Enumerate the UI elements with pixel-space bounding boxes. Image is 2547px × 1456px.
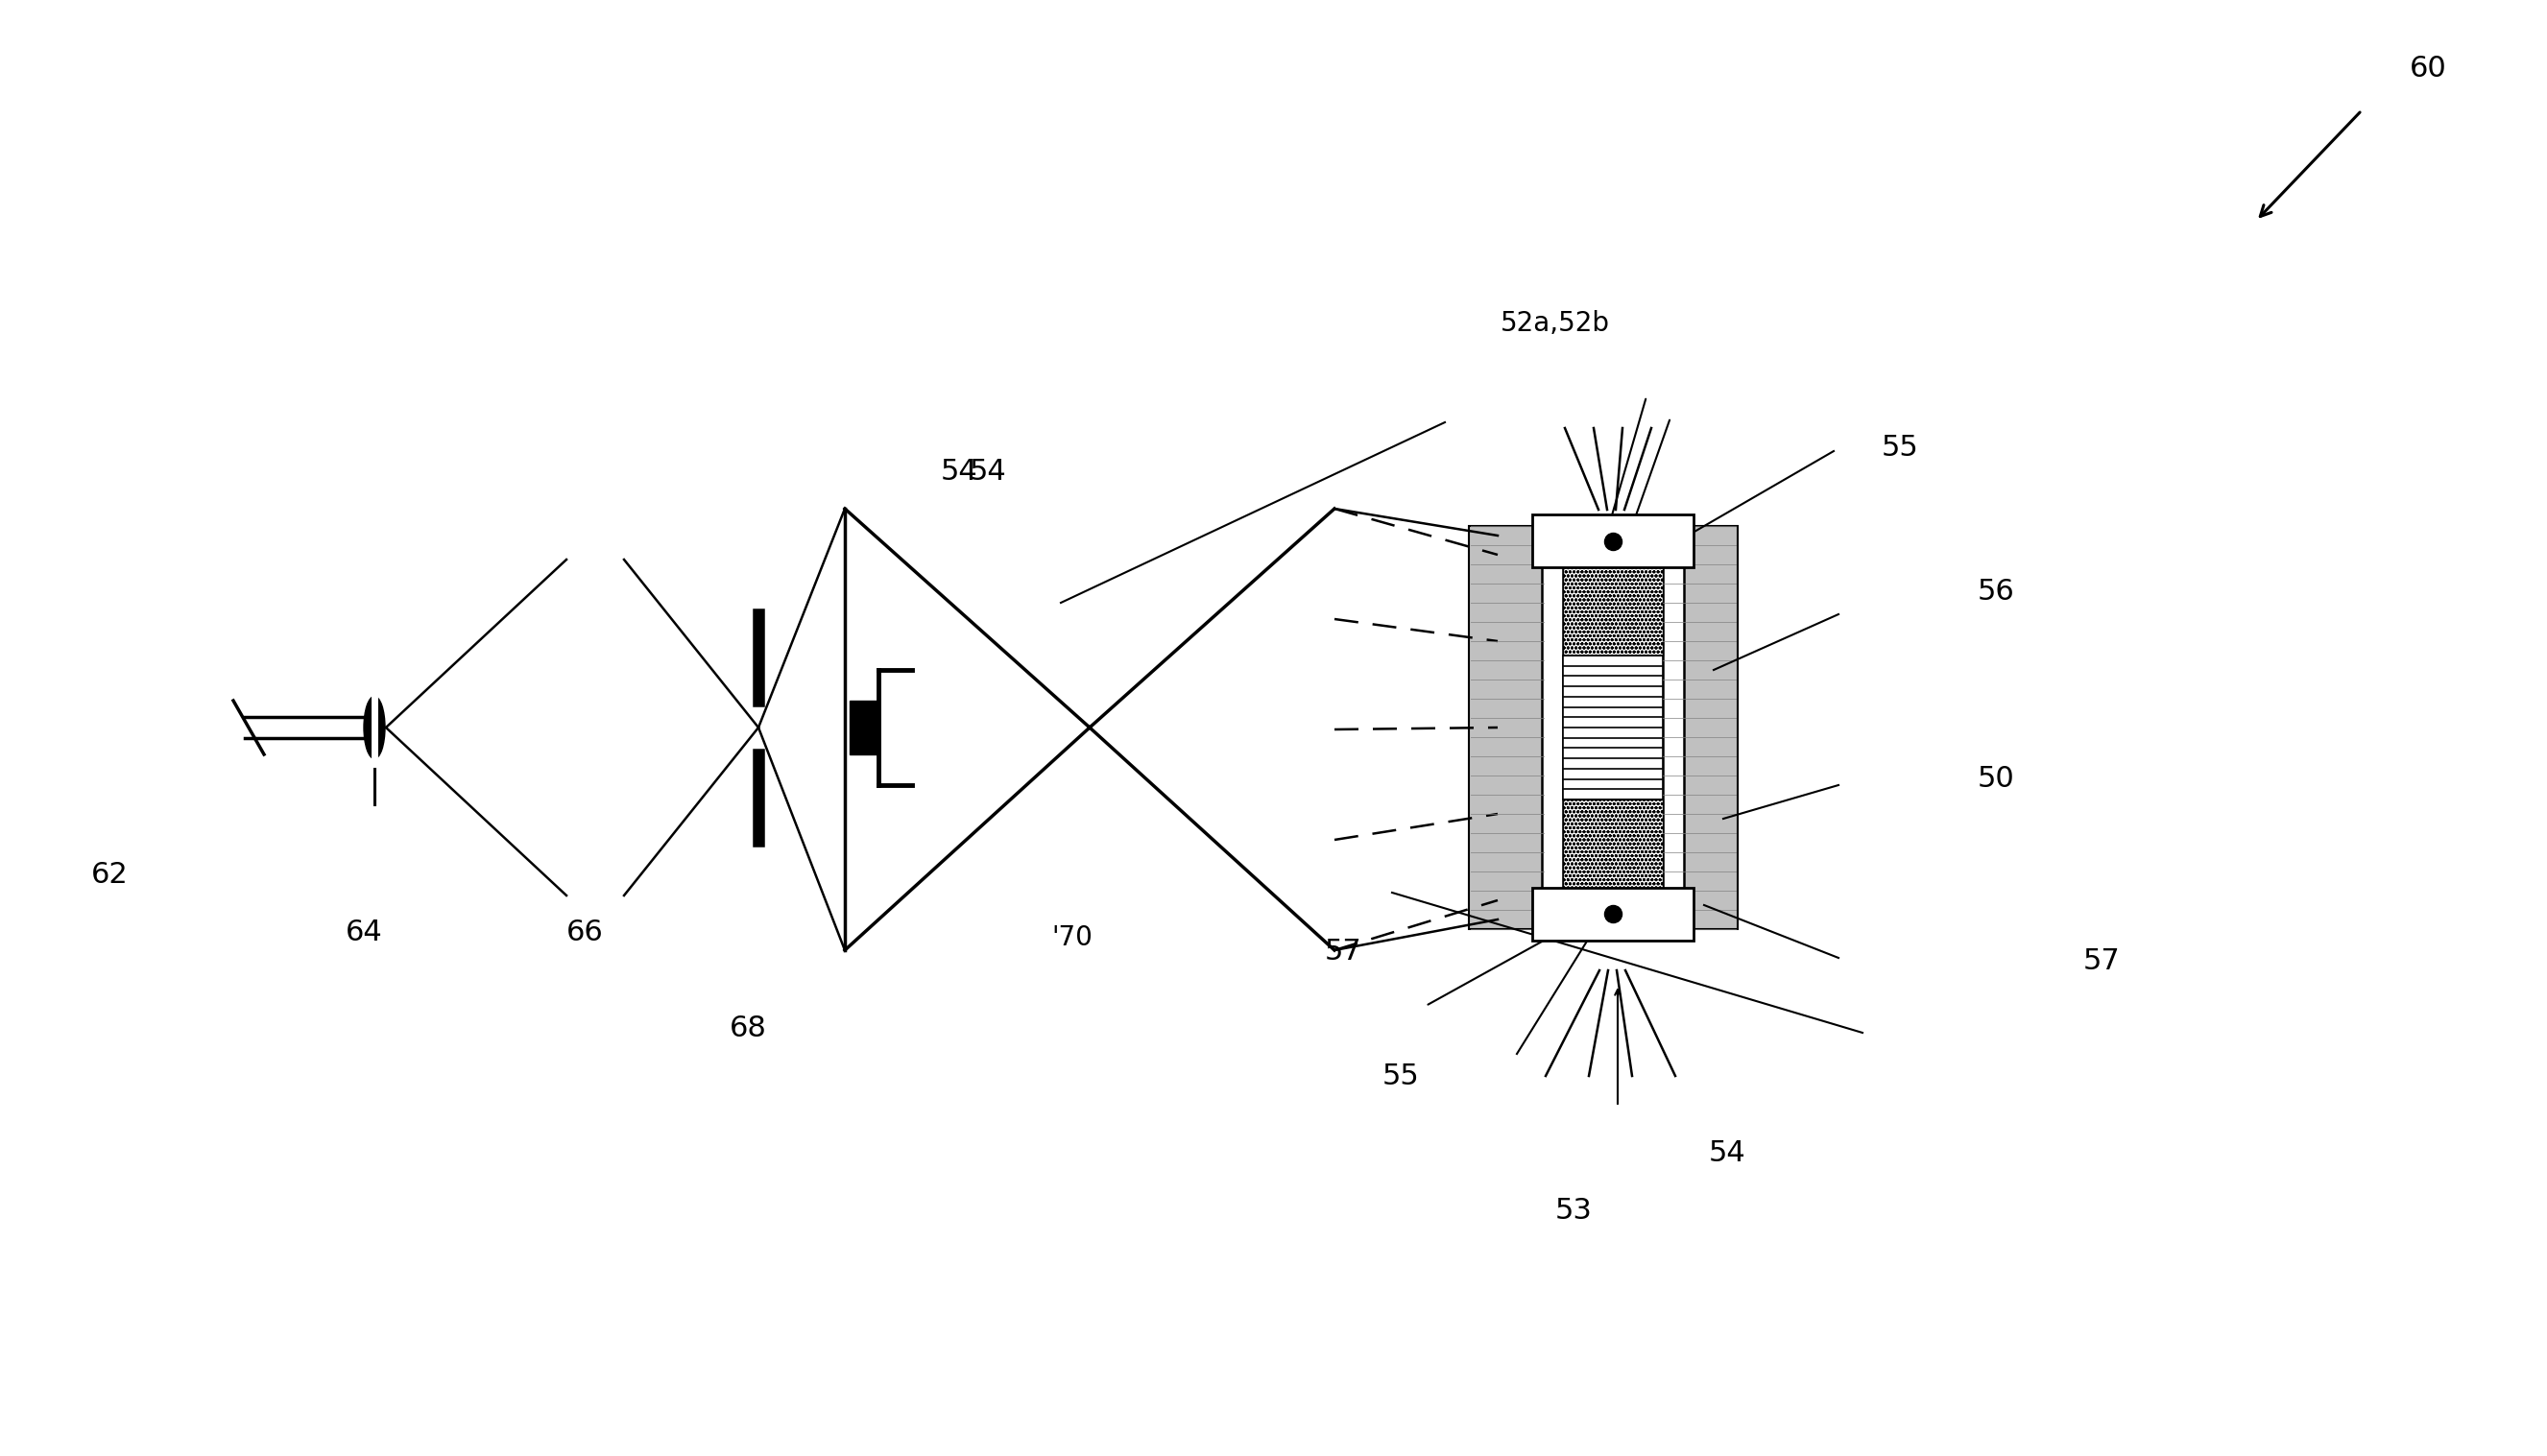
- Bar: [1564, 655, 1663, 799]
- Bar: [1541, 526, 1564, 929]
- Bar: [1533, 888, 1694, 941]
- Bar: [1541, 526, 1684, 565]
- Text: 64: 64: [346, 919, 382, 946]
- Text: 52a,52b: 52a,52b: [1500, 310, 1610, 336]
- Bar: [1663, 526, 1684, 929]
- Bar: [1541, 891, 1684, 929]
- Bar: [851, 700, 879, 754]
- Text: 54: 54: [970, 457, 1006, 486]
- Text: 68: 68: [728, 1015, 767, 1042]
- Text: 56: 56: [1976, 578, 2015, 606]
- Text: 54: 54: [1709, 1139, 1747, 1168]
- Text: 50: 50: [1976, 764, 2015, 792]
- Text: 62: 62: [92, 860, 127, 888]
- Bar: [1564, 565, 1663, 655]
- Text: 57: 57: [1324, 938, 1363, 965]
- Text: 53: 53: [1556, 1197, 1592, 1224]
- Bar: [1533, 514, 1694, 568]
- Bar: [1470, 526, 1546, 929]
- Bar: [1661, 526, 1737, 929]
- Text: 55: 55: [1383, 1063, 1419, 1091]
- Bar: [1564, 799, 1663, 891]
- Text: '70: '70: [1052, 925, 1093, 951]
- Ellipse shape: [364, 696, 385, 759]
- Text: 54: 54: [940, 457, 978, 486]
- Text: 66: 66: [565, 919, 604, 946]
- Text: 55: 55: [1882, 434, 1918, 462]
- Text: 60: 60: [2409, 55, 2448, 83]
- Text: 57: 57: [2083, 948, 2122, 976]
